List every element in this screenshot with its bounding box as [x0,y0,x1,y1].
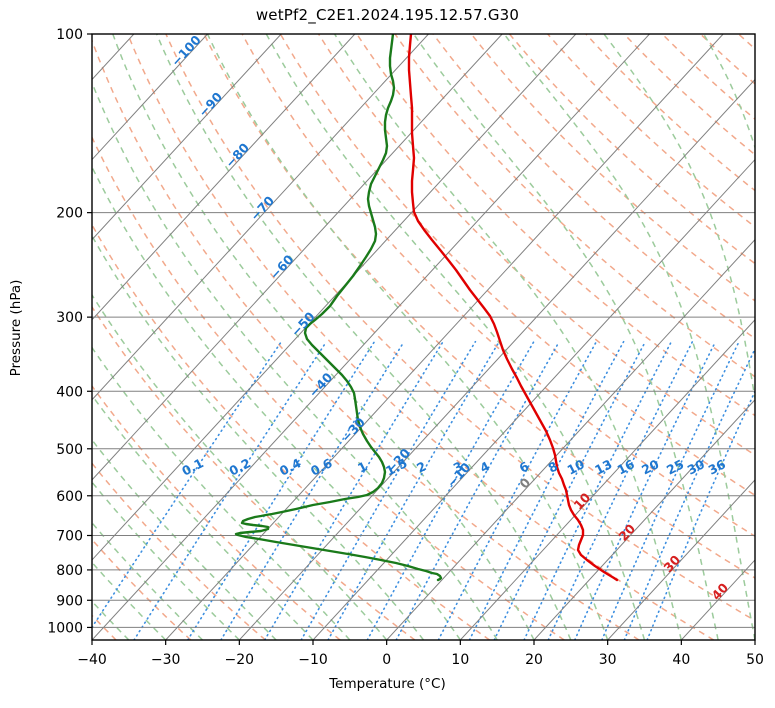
y-tick-label: 200 [56,206,83,222]
mixing-ratio-label: 36 [706,456,729,477]
y-tick-label: 1000 [47,620,83,636]
x-tick-label: 0 [382,652,391,668]
isobar-gridlines [92,34,755,628]
moist-adiabat-lines [92,34,755,640]
isotherm-lines [92,34,755,640]
x-tick-label: −30 [151,652,181,668]
x-tick-label: 20 [525,652,543,668]
y-tick-label: 500 [56,442,83,458]
plot-frame [91,33,756,641]
mixing-ratio-lines [92,340,755,640]
x-tick-label: 10 [451,652,469,668]
x-tick-label: 40 [672,652,690,668]
y-tick-label: 300 [56,310,83,326]
x-axis-ticks: −40 −30 −20 −10 0 10 20 30 40 50 [77,640,764,668]
y-tick-label: 700 [56,529,83,545]
mixing-ratio-label: 30 [685,456,708,477]
x-tick-label: 50 [746,652,764,668]
x-tick-label: −10 [298,652,328,668]
mixing-ratio-label: 25 [664,456,686,477]
y-tick-label: 600 [56,489,83,505]
mixing-ratio-label: 10 [565,456,588,477]
mixing-ratio-label: 13 [592,456,614,477]
x-tick-label: 30 [599,652,617,668]
x-tick-label: −20 [225,652,255,668]
x-tick-label: −40 [77,652,107,668]
x-axis-label: Temperature (°C) [329,676,446,692]
mixing-ratio-label: 20 [639,456,662,477]
page-title: wetPf2_C2E1.2024.195.12.57.G30 [255,6,520,24]
y-tick-label: 400 [56,384,83,400]
y-tick-label: 900 [56,593,83,609]
mixing-ratio-label: 16 [615,456,638,477]
y-tick-label: 800 [56,563,83,579]
y-axis-ticks: 100 200 300 400 500 600 700 800 900 1000 [47,27,92,636]
profile-curves [234,34,619,582]
y-tick-label: 100 [56,27,83,43]
